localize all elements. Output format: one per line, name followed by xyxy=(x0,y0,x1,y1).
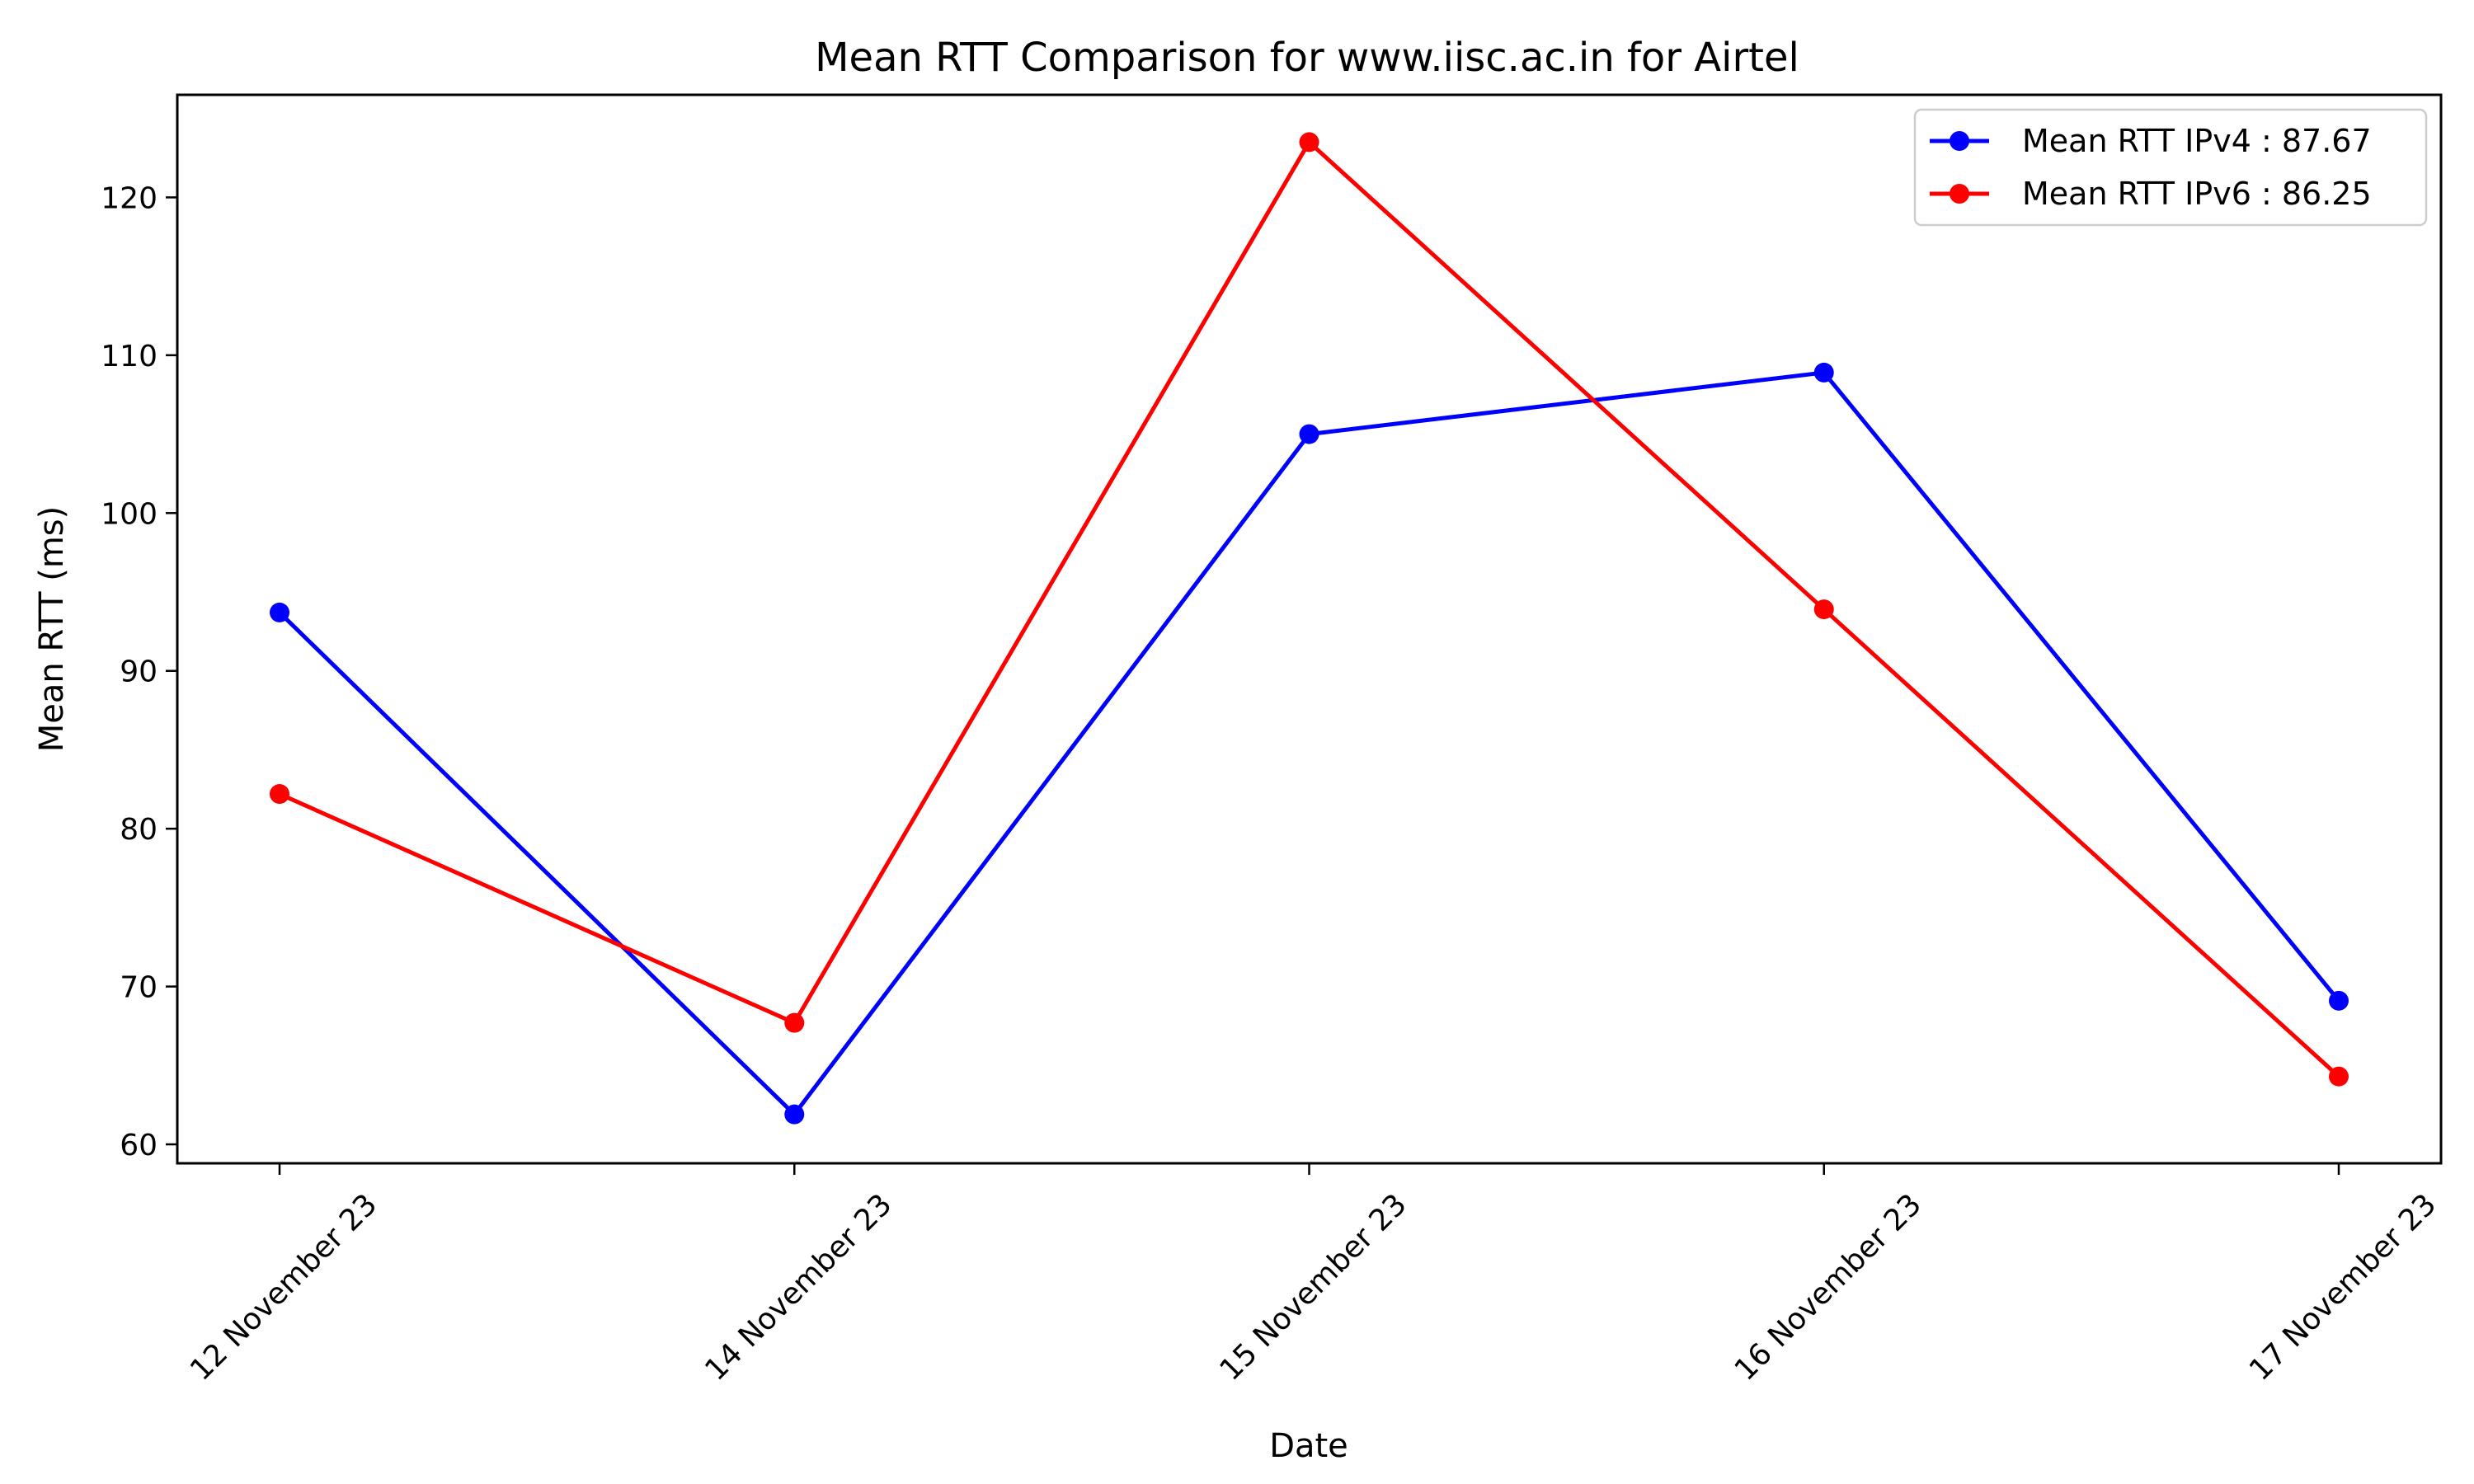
series-layer xyxy=(270,132,2349,1125)
y-tick-label: 110 xyxy=(101,340,158,373)
data-point xyxy=(2329,1066,2349,1087)
data-point xyxy=(270,602,289,622)
legend-swatch-marker xyxy=(1950,184,1969,204)
data-point xyxy=(1813,362,1834,383)
data-point xyxy=(784,1012,805,1033)
legend: Mean RTT IPv4 : 87.67 Mean RTT IPv6 : 86.… xyxy=(1913,108,2428,227)
data-point xyxy=(784,1104,805,1125)
y-tick-label: 100 xyxy=(101,497,158,531)
data-point xyxy=(1813,599,1834,620)
data-point xyxy=(1299,132,1319,153)
series-2 xyxy=(270,132,2349,1087)
y-axis-label: Mean RTT (ms) xyxy=(33,506,71,752)
chart-title: Mean RTT Comparison for www.iisc.ac.in f… xyxy=(815,35,1799,81)
legend-label: Mean RTT IPv4 : 87.67 xyxy=(2022,123,2372,159)
legend-label: Mean RTT IPv6 : 86.25 xyxy=(2022,176,2372,212)
x-axis-label: Date xyxy=(1269,1427,1348,1465)
y-axis: 60 70 80 90 100 110 120 xyxy=(101,181,177,1162)
y-tick-label: 90 xyxy=(120,655,158,689)
y-tick-label: 80 xyxy=(120,813,158,847)
y-tick-label: 70 xyxy=(120,971,158,1005)
data-point xyxy=(270,784,289,805)
data-point xyxy=(2329,990,2349,1011)
legend-swatch-marker xyxy=(1950,131,1969,151)
data-point xyxy=(1299,424,1319,444)
legend-frame xyxy=(1913,108,2428,227)
y-tick-label: 60 xyxy=(120,1129,158,1162)
y-tick-label: 120 xyxy=(101,181,158,215)
